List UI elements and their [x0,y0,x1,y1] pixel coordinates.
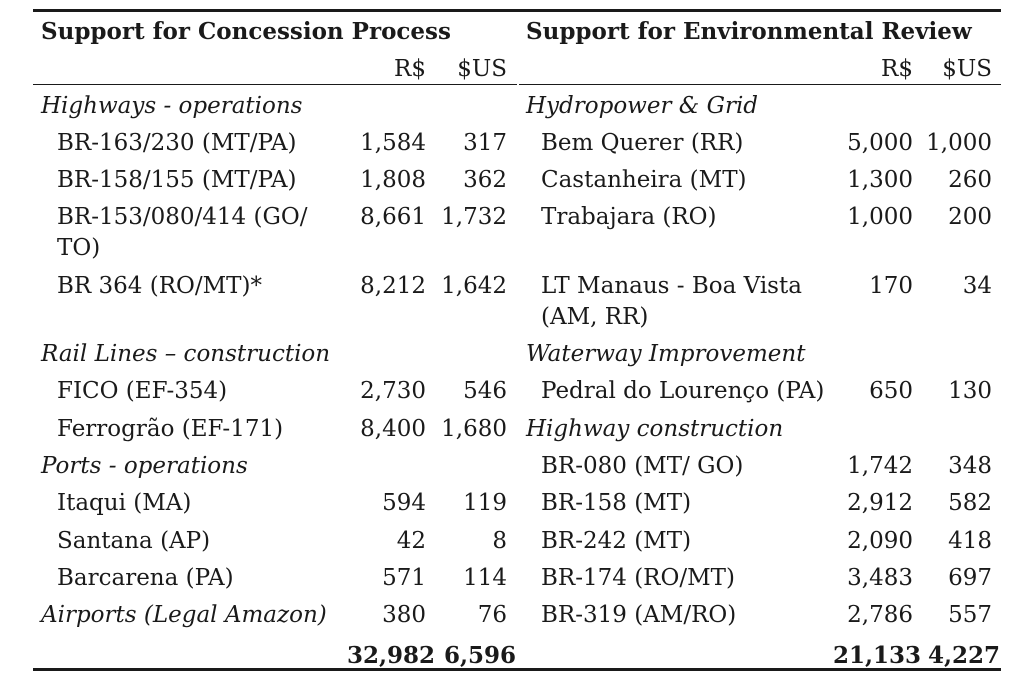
row-brl: 5,000 [847,130,913,156]
row-brl: 1,584 [360,130,426,156]
row-usd: 1,732 [441,204,507,230]
row-brl: 3,483 [847,565,913,591]
row-usd: 260 [948,167,992,193]
row-brl: 2,730 [360,378,426,404]
right-col-usd-header: $US [942,56,992,82]
row-usd: 1,642 [441,273,507,299]
row-label: FICO (EF-354) [57,378,228,404]
row-label: BR-158 (MT) [541,490,692,516]
row-label: BR-163/230 (MT/PA) [57,130,297,156]
row-brl: 571 [382,565,426,591]
row-label: Pedral do Lourenço (PA) [541,378,825,404]
right-col-brl-header: R$ [881,56,913,82]
row-brl: 380 [382,602,426,628]
row-label: BR 364 (RO/MT)* [57,273,263,299]
row-usd: 114 [463,565,507,591]
row-label: BR-242 (MT) [541,528,692,554]
left-total-brl: 32,982 [346,642,435,669]
row-label-continued: (AM, RR) [541,304,649,330]
row-brl: 2,090 [847,528,913,554]
right-header-rule [519,84,1001,85]
row-usd: 362 [463,167,507,193]
row-usd: 546 [463,378,507,404]
row-label: BR-153/080/414 (GO/ [57,204,308,230]
left-total-usd: 6,596 [443,642,516,669]
left-heading: Support for Concession Process [41,18,451,45]
row-label: Castanheira (MT) [541,167,747,193]
category-waterway-improvement: Waterway Improvement [526,341,806,367]
row-label: BR-158/155 (MT/PA) [57,167,297,193]
row-label: Ferrogrão (EF-171) [57,416,284,442]
left-col-brl-header: R$ [394,56,426,82]
row-usd: 34 [962,273,992,299]
row-brl: 1,742 [847,453,913,479]
row-label: BR-080 (MT/ GO) [541,453,744,479]
row-brl: 8,212 [360,273,426,299]
row-brl: 170 [869,273,913,299]
row-label: Trabajara (RO) [541,204,717,230]
row-usd: 200 [948,204,992,230]
category-rail-lines: Rail Lines – construction [41,341,331,367]
row-brl: 594 [382,490,426,516]
row-label: BR-174 (RO/MT) [541,565,735,591]
row-label: Bem Querer (RR) [541,130,744,156]
category-highway-construction: Highway construction [526,416,784,442]
row-usd: 317 [463,130,507,156]
right-total-usd: 4,227 [927,642,1000,669]
row-usd: 557 [948,602,992,628]
category-ports-operations: Ports - operations [41,453,248,479]
row-usd: 119 [463,490,507,516]
row-brl: 2,912 [847,490,913,516]
right-heading: Support for Environmental Review [526,18,972,45]
row-brl: 8,400 [360,416,426,442]
row-brl: 1,300 [847,167,913,193]
row-label: Barcarena (PA) [57,565,234,591]
category-highways-operations: Highways - operations [41,93,303,119]
row-brl: 650 [869,378,913,404]
left-col-usd-header: $US [457,56,507,82]
right-total-brl: 21,133 [832,642,921,669]
row-label: BR-319 (AM/RO) [541,602,737,628]
row-brl: 1,000 [847,204,913,230]
row-brl: 42 [396,528,426,554]
row-usd: 130 [948,378,992,404]
row-brl: 2,786 [847,602,913,628]
row-usd: 1,000 [926,130,992,156]
row-label: Santana (AP) [57,528,211,554]
bottom-rule [33,668,1001,671]
row-usd: 697 [948,565,992,591]
left-header-rule [33,84,517,85]
row-usd: 8 [492,528,507,554]
row-usd: 418 [948,528,992,554]
row-usd: 76 [477,602,507,628]
row-usd: 348 [948,453,992,479]
row-usd: 1,680 [441,416,507,442]
category-airports: Airports (Legal Amazon) [41,602,327,628]
row-label: LT Manaus - Boa Vista [541,273,802,299]
row-brl: 1,808 [360,167,426,193]
row-usd: 582 [948,490,992,516]
top-rule [33,9,1001,12]
row-label-continued: TO) [57,235,101,261]
category-hydropower-grid: Hydropower & Grid [526,93,759,119]
row-label: Itaqui (MA) [57,490,192,516]
row-brl: 8,661 [360,204,426,230]
